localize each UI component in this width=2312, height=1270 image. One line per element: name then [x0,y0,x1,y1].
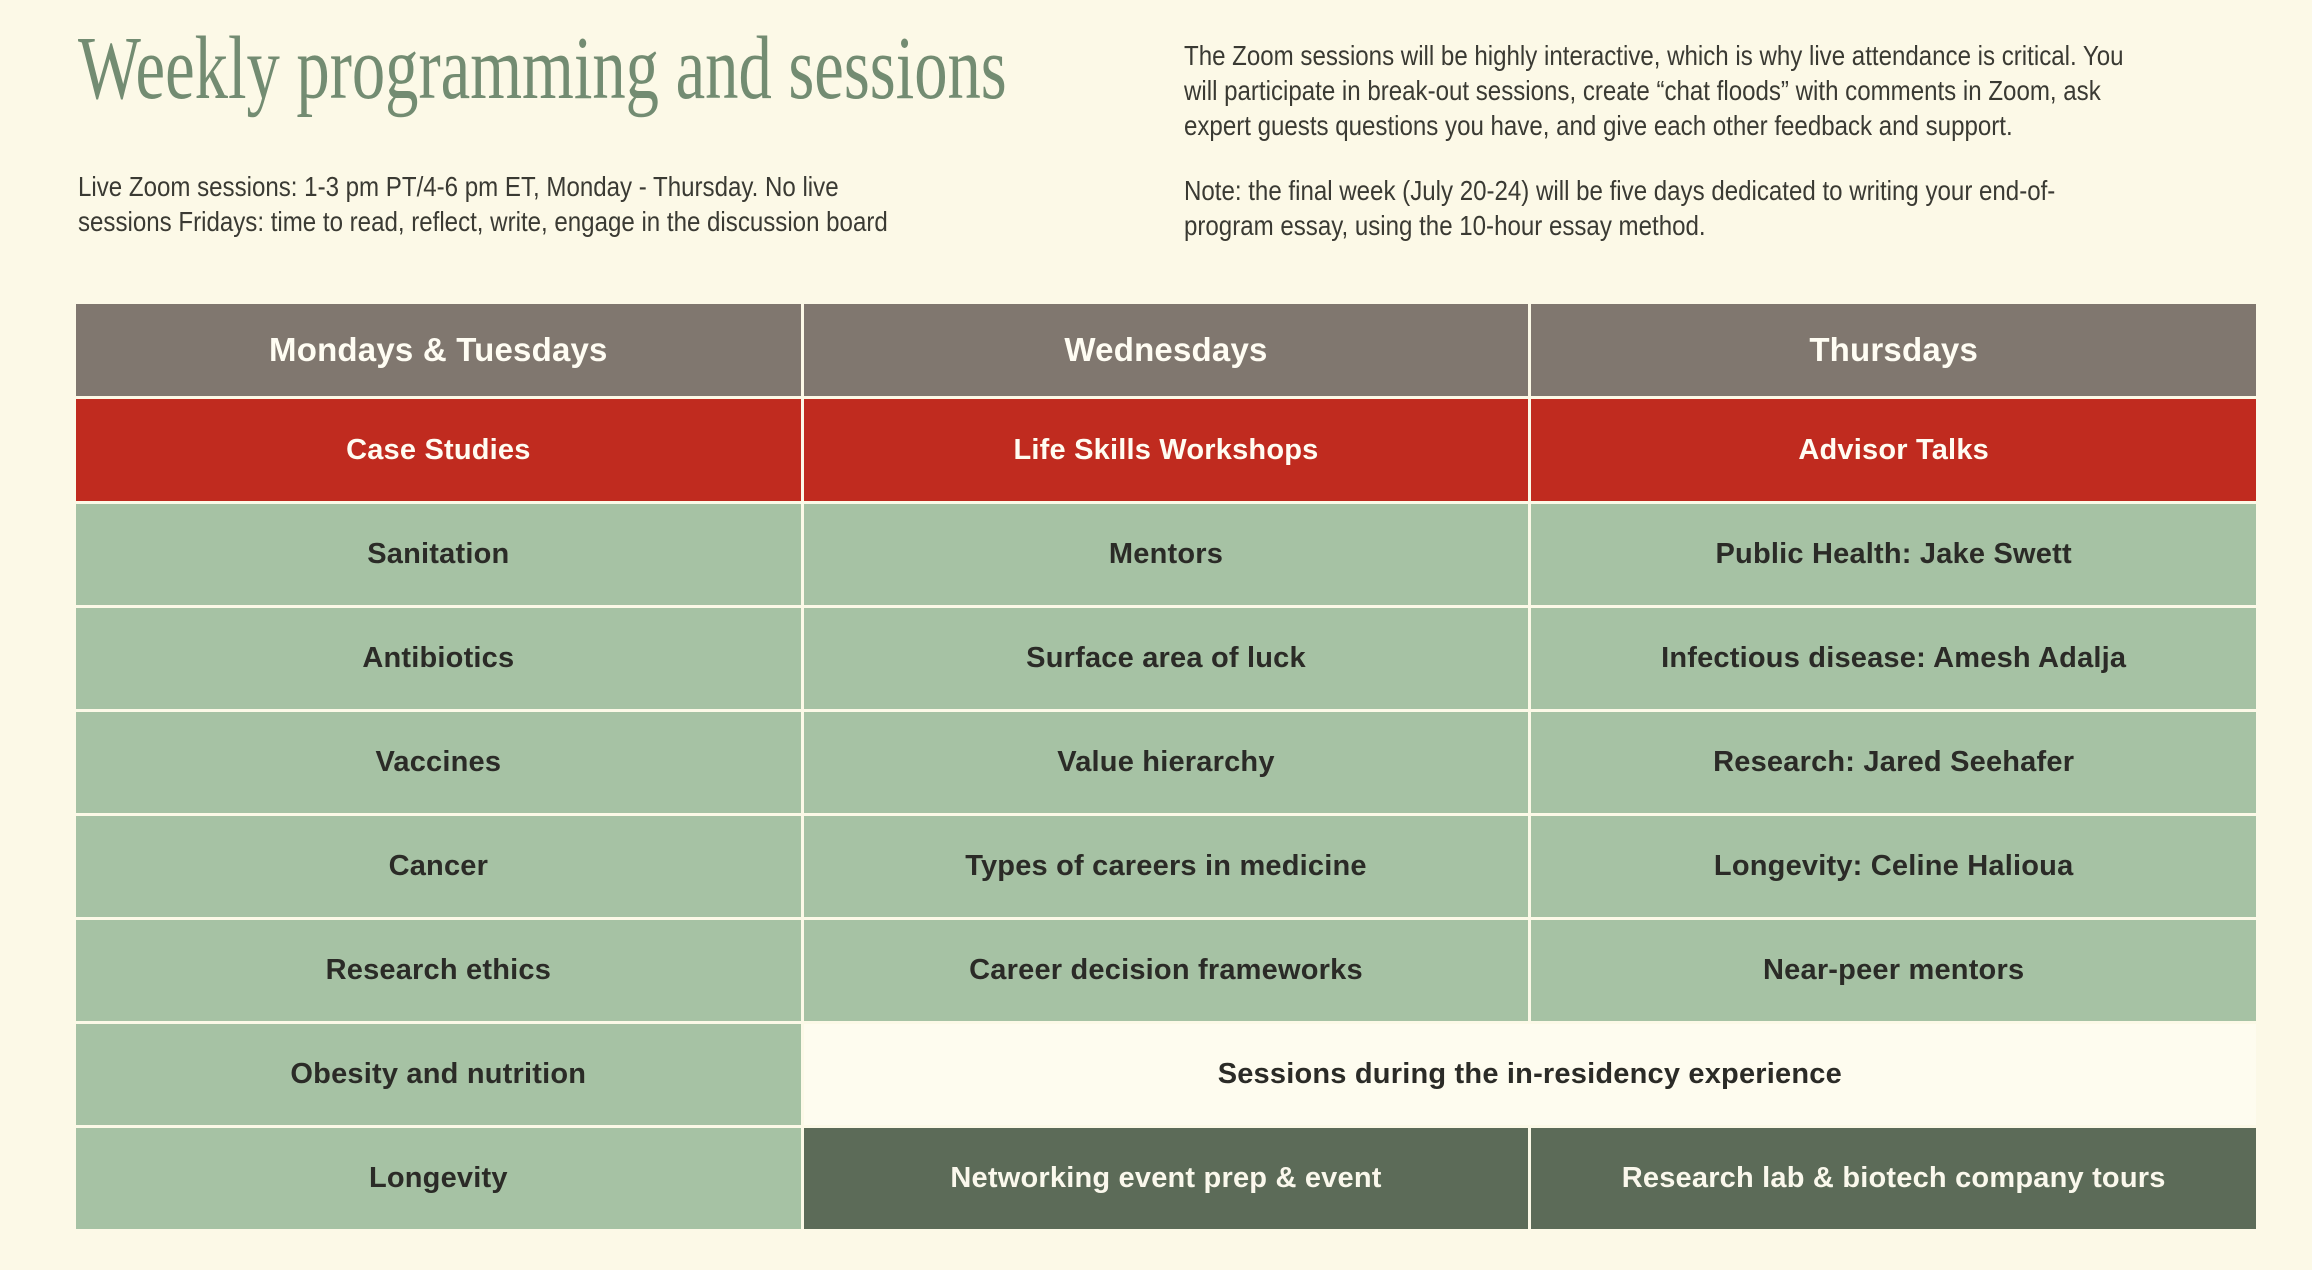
table-cell-longevity: Longevity [76,1128,801,1229]
table-cell: Surface area of luck [803,608,1529,709]
live-sessions-paragraph: Live Zoom sessions: 1-3 pm PT/4-6 pm ET,… [78,171,888,237]
table-cell: Infectious disease: Amesh Adalja [1531,608,2256,709]
interactive-sessions-paragraph: The Zoom sessions will be highly interac… [1184,40,2124,141]
table-cell: Longevity: Celine Halioua [1531,816,2256,917]
table-cell: Research ethics [76,920,801,1021]
column-header-wednesdays: Wednesdays [803,304,1529,396]
table-cell-research-lab-tours: Research lab & biotech company tours [1531,1128,2256,1229]
page-title: Weekly programming and sessions [78,19,1007,118]
table-cell: Research: Jared Seehafer [1531,712,2256,813]
category-cell-advisor-talks: Advisor Talks [1531,399,2256,501]
final-week-note-paragraph: Note: the final week (July 20-24) will b… [1184,175,2056,241]
table-cell: Sanitation [76,504,801,605]
table-cell: Public Health: Jake Swett [1531,504,2256,605]
category-cell-case-studies: Case Studies [76,399,801,501]
in-residency-note-cell: Sessions during the in-residency experie… [803,1024,2256,1125]
intro-right-column: The Zoom sessions will be highly interac… [1184,38,2264,243]
table-cell-networking-event: Networking event prep & event [803,1128,1529,1229]
table-cell: Types of careers in medicine [803,816,1529,917]
intro-left-column: Weekly programming and sessions Live Zoo… [78,24,1138,239]
category-cell-life-skills-workshops: Life Skills Workshops [803,399,1529,501]
table-cell: Near-peer mentors [1531,920,2256,1021]
column-header-mondays-tuesdays: Mondays & Tuesdays [76,304,801,396]
table-cell: Antibiotics [76,608,801,709]
weekly-schedule-table: Mondays & Tuesdays Wednesdays Thursdays … [76,304,2256,1229]
table-cell: Career decision frameworks [803,920,1529,1021]
table-cell: Vaccines [76,712,801,813]
table-cell: Value hierarchy [803,712,1529,813]
table-cell-obesity-and-nutrition: Obesity and nutrition [76,1024,801,1125]
table-cell: Cancer [76,816,801,917]
column-header-thursdays: Thursdays [1531,304,2256,396]
table-cell: Mentors [803,504,1529,605]
